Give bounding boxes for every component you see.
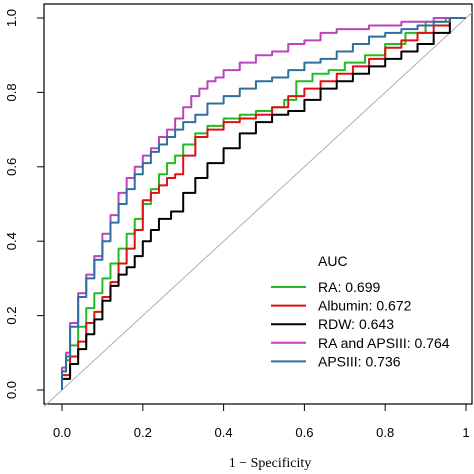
series-line-rdw xyxy=(61,17,466,390)
x-tick-label: 0.2 xyxy=(134,425,152,440)
legend-label-apsiii: APSIII: 0.736 xyxy=(318,353,401,369)
x-tick-label: 0.4 xyxy=(215,425,233,440)
series-line-apsiii xyxy=(61,17,466,390)
plot-frame xyxy=(43,3,473,405)
series-line-albumin xyxy=(61,17,466,390)
y-tick-label: 1.0 xyxy=(4,9,19,27)
series-line-ra xyxy=(61,17,466,390)
series-line-ra-and-apsiii xyxy=(61,17,466,390)
series-lines xyxy=(61,17,466,390)
x-tick-label: 0.8 xyxy=(376,425,394,440)
y-tick-label: 0.2 xyxy=(4,307,19,325)
y-tick-label: 0.8 xyxy=(4,83,19,101)
x-axis-title: 1 − Specificity xyxy=(229,456,312,471)
legend-label-ra-and-apsiii: RA and APSIII: 0.764 xyxy=(318,335,450,351)
y-tick-label: 0.4 xyxy=(4,232,19,250)
x-tick-label: 1 xyxy=(462,425,469,440)
x-tick-label: 0.0 xyxy=(53,425,71,440)
legend-label-ra: RA: 0.699 xyxy=(318,279,380,295)
reference-diagonal-group xyxy=(43,12,473,408)
legend-label-albumin: Albumin: 0.672 xyxy=(318,298,412,314)
legend-title: AUC xyxy=(318,253,348,269)
legend-label-rdw: RDW: 0.643 xyxy=(318,316,394,332)
reference-diagonal xyxy=(43,12,473,408)
axis-ticks: 0.0 0.2 0.4 0.6 0.8 1 0.0 0.2 0.4 0.6 0.8 1.0 xyxy=(4,9,470,440)
legend: AUC RA: 0.699 Albumin: 0.672 RDW: 0.643 RA a… xyxy=(271,253,450,369)
y-tick-label: 0.0 xyxy=(4,381,19,399)
x-tick-label: 0.6 xyxy=(295,425,313,440)
y-tick-label: 0.6 xyxy=(4,158,19,176)
